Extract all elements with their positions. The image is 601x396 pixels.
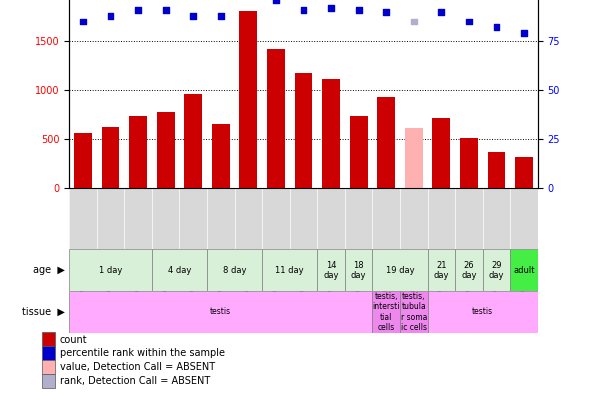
- Bar: [41, 360, 55, 374]
- Point: [216, 12, 225, 19]
- Bar: [102, 128, 120, 188]
- Point: [188, 12, 198, 19]
- Bar: [515, 157, 533, 188]
- Point: [409, 18, 419, 25]
- Text: 21
day: 21 day: [434, 261, 449, 280]
- Bar: [239, 11, 257, 188]
- Bar: [322, 79, 340, 188]
- Bar: [294, 73, 313, 188]
- Point: [133, 7, 143, 13]
- Point: [436, 8, 446, 15]
- Bar: [41, 346, 55, 360]
- Bar: [455, 249, 483, 291]
- Text: adult: adult: [513, 266, 535, 275]
- Bar: [317, 249, 345, 291]
- Bar: [152, 249, 207, 291]
- Point: [271, 0, 281, 3]
- Bar: [69, 249, 152, 291]
- Bar: [41, 332, 55, 346]
- Point: [299, 7, 308, 13]
- Bar: [373, 249, 427, 291]
- Point: [78, 18, 88, 25]
- Text: 26
day: 26 day: [461, 261, 477, 280]
- Text: tissue  ▶: tissue ▶: [22, 307, 64, 317]
- Bar: [157, 112, 174, 188]
- Text: 8 day: 8 day: [223, 266, 246, 275]
- Point: [382, 8, 391, 15]
- Bar: [69, 291, 373, 333]
- Bar: [432, 118, 450, 188]
- Point: [106, 12, 115, 19]
- Bar: [400, 291, 427, 333]
- Text: 29
day: 29 day: [489, 261, 504, 280]
- Text: 14
day: 14 day: [323, 261, 339, 280]
- Bar: [373, 291, 400, 333]
- Bar: [129, 116, 147, 188]
- Point: [464, 18, 474, 25]
- Text: age  ▶: age ▶: [32, 265, 64, 275]
- Text: percentile rank within the sample: percentile rank within the sample: [59, 348, 225, 358]
- Bar: [427, 249, 455, 291]
- Text: 19 day: 19 day: [386, 266, 414, 275]
- Text: count: count: [59, 335, 87, 345]
- Text: testis,
intersti
tial
cells: testis, intersti tial cells: [373, 292, 400, 332]
- Bar: [185, 94, 202, 188]
- Bar: [510, 249, 538, 291]
- Bar: [267, 49, 285, 188]
- Bar: [487, 152, 505, 188]
- Bar: [483, 249, 510, 291]
- Text: 1 day: 1 day: [99, 266, 122, 275]
- Point: [492, 24, 501, 30]
- Bar: [207, 249, 262, 291]
- Bar: [377, 97, 395, 188]
- Text: testis: testis: [472, 307, 493, 316]
- Bar: [345, 249, 373, 291]
- Point: [519, 30, 529, 36]
- Text: 11 day: 11 day: [275, 266, 304, 275]
- Text: 18
day: 18 day: [351, 261, 367, 280]
- Bar: [212, 124, 230, 188]
- Bar: [427, 291, 538, 333]
- Bar: [41, 374, 55, 388]
- Bar: [74, 133, 92, 188]
- Text: 4 day: 4 day: [168, 266, 191, 275]
- Text: value, Detection Call = ABSENT: value, Detection Call = ABSENT: [59, 362, 215, 372]
- Text: testis: testis: [210, 307, 231, 316]
- Point: [326, 5, 336, 11]
- Point: [354, 7, 364, 13]
- Text: rank, Detection Call = ABSENT: rank, Detection Call = ABSENT: [59, 376, 210, 386]
- Text: testis,
tubula
r soma
ic cells: testis, tubula r soma ic cells: [401, 292, 427, 332]
- Bar: [460, 138, 478, 188]
- Bar: [350, 116, 368, 188]
- Bar: [405, 128, 423, 188]
- Bar: [262, 249, 317, 291]
- Point: [161, 7, 171, 13]
